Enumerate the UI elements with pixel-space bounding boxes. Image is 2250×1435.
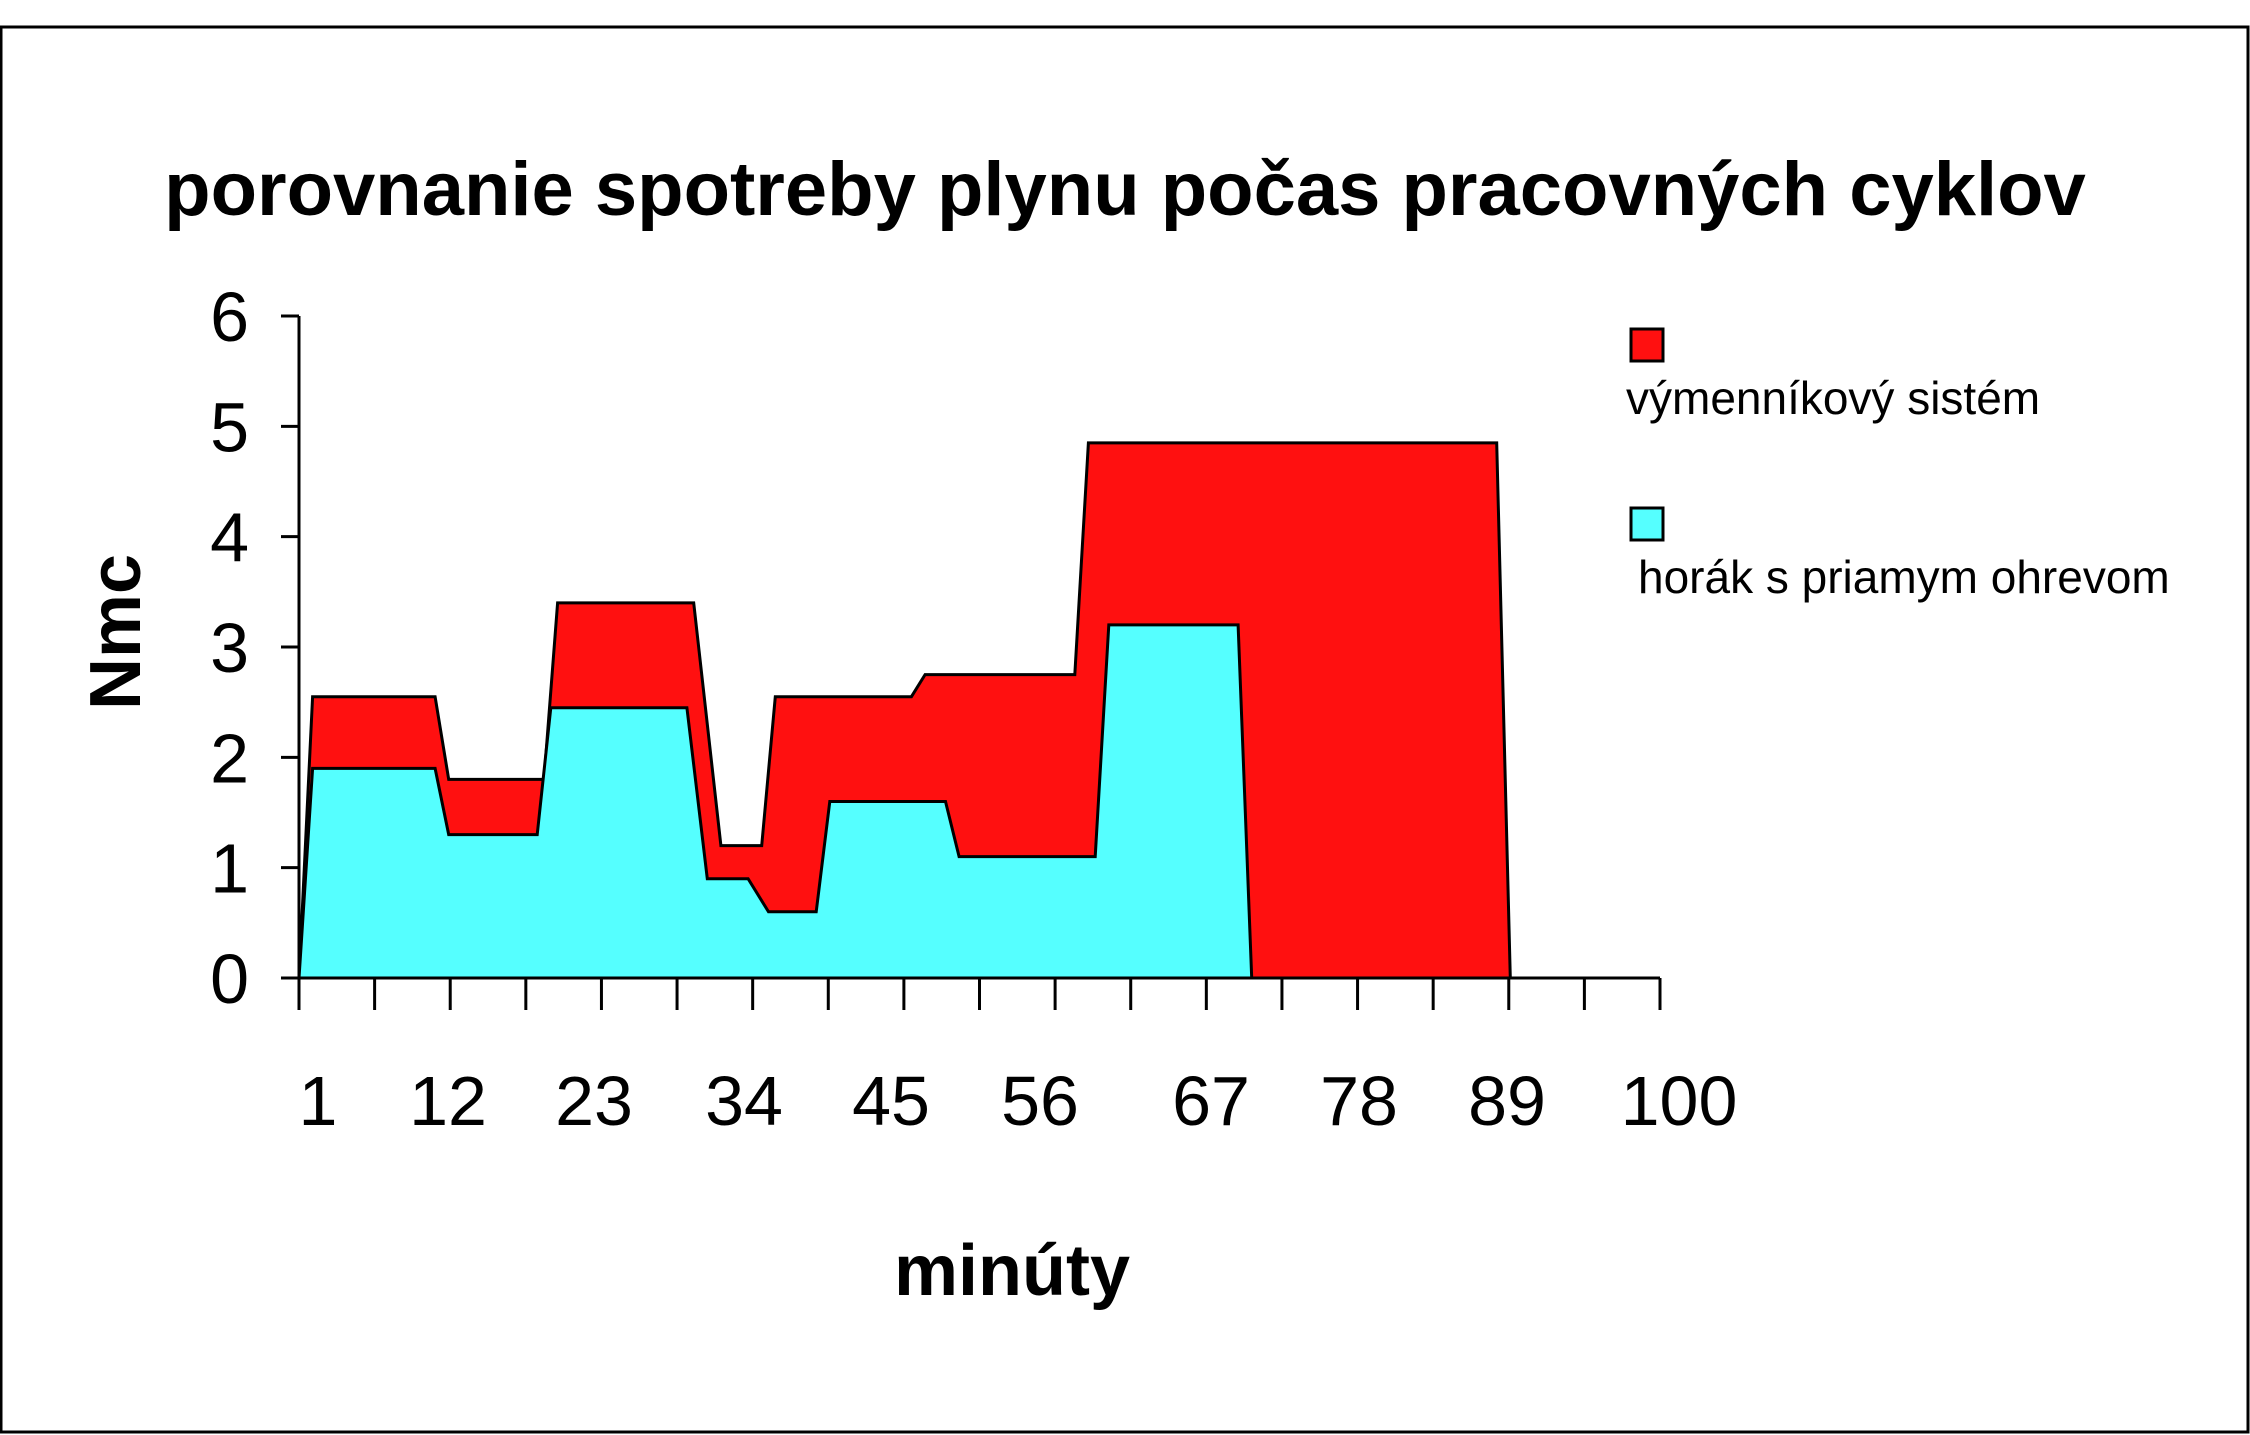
x-tick-label-100: 100 xyxy=(1621,1062,1738,1140)
x-tick-label-12: 12 xyxy=(409,1062,487,1140)
legend-label-2: horák s priamym ohrevom xyxy=(1638,551,2170,603)
y-tick-label-4: 4 xyxy=(210,499,249,577)
y-tick-label-2: 2 xyxy=(210,719,249,797)
y-tick-label-5: 5 xyxy=(210,388,249,466)
series-areas xyxy=(297,441,1512,980)
x-tick-label-1: 1 xyxy=(299,1062,338,1140)
x-axis-title: minúty xyxy=(894,1231,1130,1311)
y-axis-title: Nmc xyxy=(76,554,156,710)
y-tick-label-3: 3 xyxy=(210,609,249,687)
x-tick-label-56: 56 xyxy=(1001,1062,1079,1140)
series-area-2 xyxy=(297,623,1254,980)
legend: výmenníkový sistém horák s priamym ohrevo… xyxy=(1626,327,2170,603)
y-tick-label-0: 0 xyxy=(210,940,249,1018)
legend-label-1: výmenníkový sistém xyxy=(1626,372,2040,424)
legend-swatch-2 xyxy=(1629,506,1665,542)
y-tick-label-1: 1 xyxy=(210,830,249,908)
x-tick-label-67: 67 xyxy=(1172,1062,1250,1140)
x-tick-label-45: 45 xyxy=(852,1062,930,1140)
chart-title: porovnanie spotreby plynu počas pracovný… xyxy=(164,147,2086,232)
x-tick-label-23: 23 xyxy=(555,1062,633,1140)
x-tick-label-34: 34 xyxy=(705,1062,783,1140)
x-tick-label-78: 78 xyxy=(1320,1062,1398,1140)
x-tick-label-89: 89 xyxy=(1468,1062,1546,1140)
y-tick-label-6: 6 xyxy=(210,278,249,356)
legend-swatch-1 xyxy=(1629,327,1665,363)
